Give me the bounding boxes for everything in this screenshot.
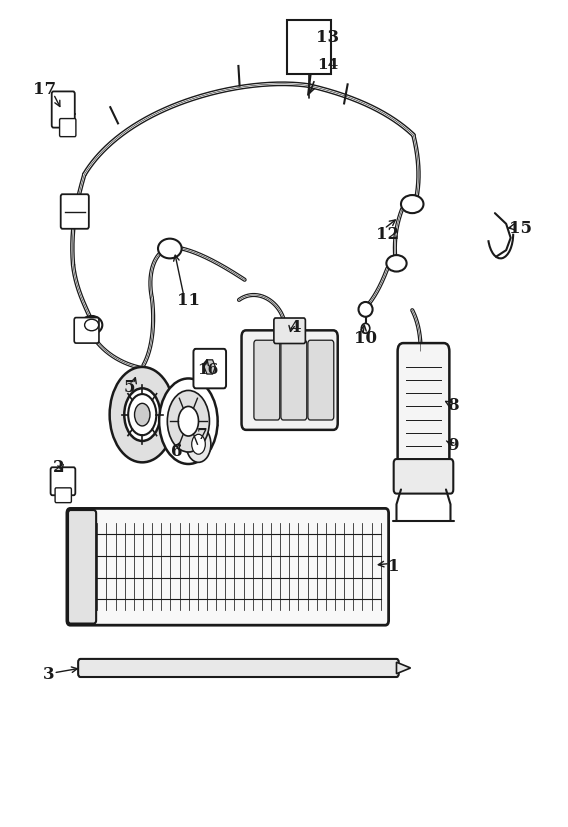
Text: 15: 15 — [509, 219, 532, 237]
Circle shape — [192, 435, 205, 455]
FancyBboxPatch shape — [74, 318, 99, 344]
Text: 17: 17 — [34, 80, 57, 98]
Circle shape — [135, 404, 150, 427]
FancyBboxPatch shape — [394, 460, 453, 494]
Polygon shape — [204, 361, 215, 375]
Bar — [287, 22, 331, 74]
Text: 6: 6 — [172, 442, 183, 460]
FancyBboxPatch shape — [241, 331, 338, 430]
Text: 10: 10 — [354, 329, 377, 347]
FancyBboxPatch shape — [194, 350, 226, 389]
FancyBboxPatch shape — [78, 659, 399, 677]
FancyBboxPatch shape — [398, 344, 449, 467]
Circle shape — [159, 379, 218, 465]
Text: 14: 14 — [318, 58, 339, 72]
Text: 1: 1 — [388, 557, 399, 574]
FancyBboxPatch shape — [67, 509, 389, 625]
Polygon shape — [396, 662, 411, 674]
Ellipse shape — [401, 196, 424, 214]
Text: 2: 2 — [53, 458, 65, 476]
Text: 8: 8 — [447, 397, 458, 414]
Text: 9: 9 — [447, 436, 458, 453]
FancyBboxPatch shape — [308, 341, 334, 420]
Text: 7: 7 — [197, 427, 208, 441]
Text: 16: 16 — [198, 363, 219, 377]
Ellipse shape — [361, 324, 370, 334]
Text: 5: 5 — [124, 379, 135, 395]
Ellipse shape — [386, 256, 407, 272]
FancyBboxPatch shape — [281, 341, 307, 420]
FancyBboxPatch shape — [52, 93, 75, 128]
Circle shape — [128, 394, 156, 436]
FancyBboxPatch shape — [60, 119, 76, 137]
FancyBboxPatch shape — [61, 195, 89, 230]
Text: 4: 4 — [290, 318, 301, 336]
FancyBboxPatch shape — [51, 468, 76, 495]
FancyBboxPatch shape — [68, 510, 96, 624]
FancyBboxPatch shape — [254, 341, 280, 420]
Ellipse shape — [81, 317, 102, 335]
Text: 13: 13 — [316, 29, 340, 45]
Text: 11: 11 — [177, 292, 200, 308]
Ellipse shape — [358, 303, 373, 318]
FancyBboxPatch shape — [55, 488, 72, 503]
Ellipse shape — [85, 320, 99, 332]
Text: 3: 3 — [43, 666, 55, 682]
Circle shape — [178, 407, 198, 437]
Circle shape — [168, 391, 210, 452]
FancyBboxPatch shape — [274, 318, 306, 344]
Text: 12: 12 — [377, 226, 400, 243]
Ellipse shape — [158, 239, 182, 259]
Circle shape — [186, 427, 211, 463]
